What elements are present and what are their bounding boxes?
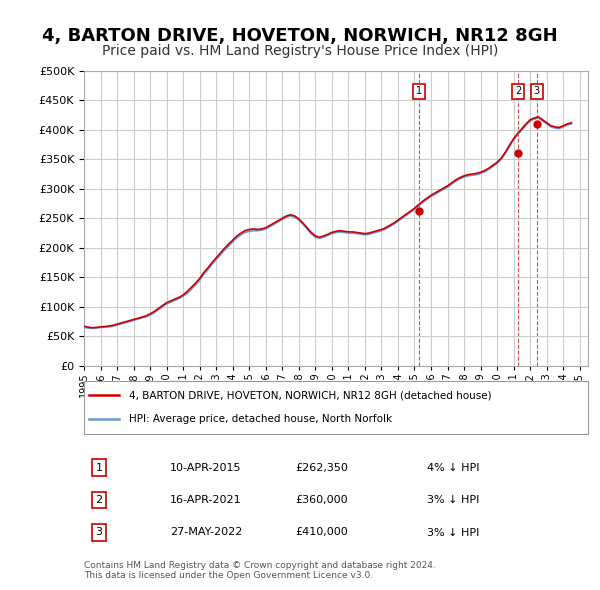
Text: 3% ↓ HPI: 3% ↓ HPI xyxy=(427,527,479,537)
Text: 1: 1 xyxy=(95,463,103,473)
Text: Contains HM Land Registry data © Crown copyright and database right 2024.: Contains HM Land Registry data © Crown c… xyxy=(84,560,436,569)
Text: 1: 1 xyxy=(416,87,422,96)
Text: £410,000: £410,000 xyxy=(296,527,349,537)
Text: 3% ↓ HPI: 3% ↓ HPI xyxy=(427,495,479,505)
Text: 3: 3 xyxy=(534,87,540,96)
Text: 16-APR-2021: 16-APR-2021 xyxy=(170,495,241,505)
Text: 3: 3 xyxy=(95,527,103,537)
Text: 2: 2 xyxy=(515,87,521,96)
Text: 10-APR-2015: 10-APR-2015 xyxy=(170,463,241,473)
Text: £262,350: £262,350 xyxy=(296,463,349,473)
Text: This data is licensed under the Open Government Licence v3.0.: This data is licensed under the Open Gov… xyxy=(84,571,373,580)
Text: £360,000: £360,000 xyxy=(296,495,349,505)
Text: HPI: Average price, detached house, North Norfolk: HPI: Average price, detached house, Nort… xyxy=(130,414,392,424)
Text: 4, BARTON DRIVE, HOVETON, NORWICH, NR12 8GH (detached house): 4, BARTON DRIVE, HOVETON, NORWICH, NR12 … xyxy=(130,391,492,401)
Text: Price paid vs. HM Land Registry's House Price Index (HPI): Price paid vs. HM Land Registry's House … xyxy=(102,44,498,58)
Text: 4% ↓ HPI: 4% ↓ HPI xyxy=(427,463,479,473)
Text: 2: 2 xyxy=(95,495,103,505)
Text: 4, BARTON DRIVE, HOVETON, NORWICH, NR12 8GH: 4, BARTON DRIVE, HOVETON, NORWICH, NR12 … xyxy=(42,27,558,45)
Text: 27-MAY-2022: 27-MAY-2022 xyxy=(170,527,242,537)
